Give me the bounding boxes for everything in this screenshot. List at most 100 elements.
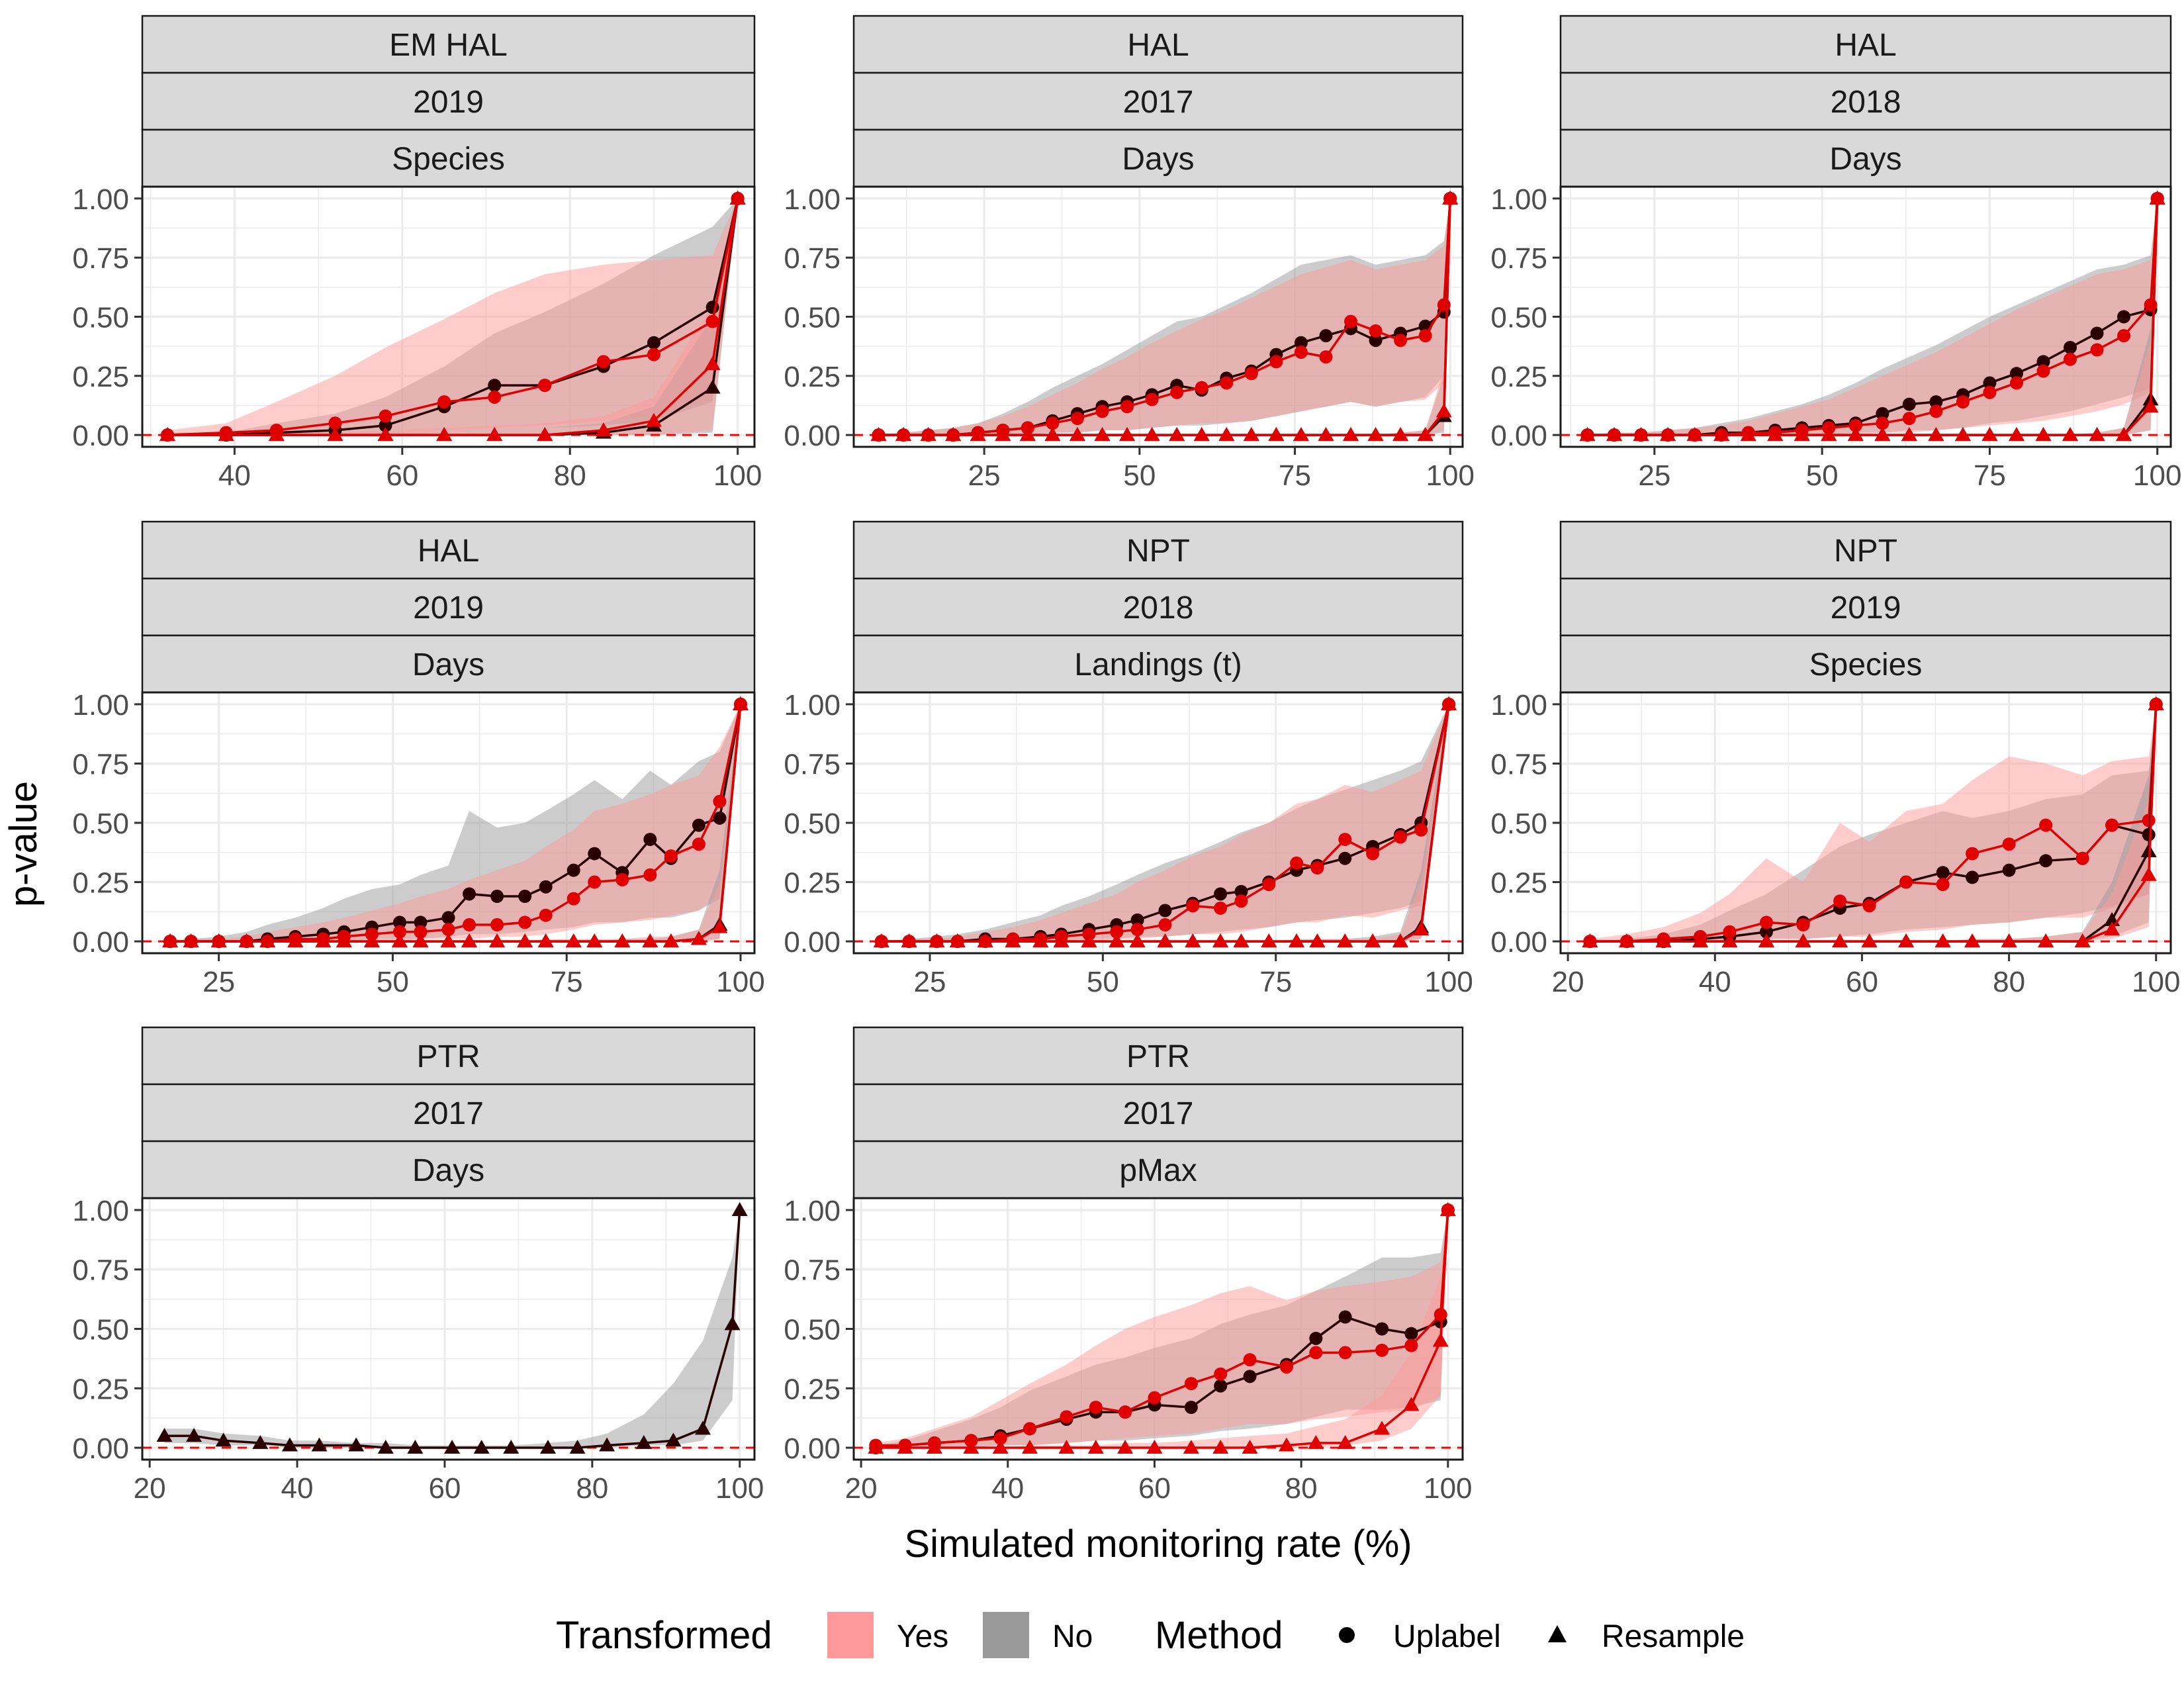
data-point-triangle	[1157, 933, 1173, 948]
data-point-triangle	[1278, 1437, 1295, 1452]
data-point-triangle	[486, 427, 503, 442]
data-point-triangle	[210, 933, 227, 948]
data-point-circle	[518, 915, 532, 929]
facet-strip-label: Species	[392, 142, 505, 177]
data-point-circle	[1234, 884, 1248, 898]
data-point-circle	[2117, 310, 2131, 324]
data-point-circle	[1089, 1401, 1103, 1414]
data-point-triangle	[489, 933, 506, 948]
data-point-circle	[705, 314, 719, 328]
data-point-triangle	[159, 427, 176, 442]
facet-strip	[1559, 577, 2172, 637]
data-point-circle	[1158, 904, 1172, 917]
y-tick-label: 1.00	[784, 1195, 841, 1227]
data-point-triangle	[870, 427, 887, 442]
data-point-triangle	[162, 933, 179, 948]
data-point-circle	[1170, 385, 1184, 399]
data-point-circle	[1110, 925, 1124, 939]
data-point-triangle	[704, 355, 721, 370]
data-point-circle	[1309, 1331, 1323, 1345]
data-point-circle	[490, 918, 504, 932]
y-tick-label: 0.25	[72, 1373, 129, 1405]
data-point-triangle	[690, 931, 707, 945]
data-point-circle	[1404, 1327, 1418, 1340]
data-point-triangle	[1934, 933, 1951, 948]
data-point-triangle	[327, 427, 343, 442]
x-tick-label: 20	[1552, 966, 1584, 998]
data-point-triangle	[1954, 427, 1971, 442]
data-point-triangle	[897, 1440, 913, 1454]
data-point-triangle	[2142, 399, 2159, 413]
data-point-triangle	[503, 1440, 520, 1454]
data-point-circle	[1046, 416, 1060, 430]
y-tick-label: 0.25	[784, 867, 841, 900]
facet-strip	[852, 520, 1464, 580]
data-point-triangle	[2116, 427, 2132, 442]
x-tick-label: 80	[1285, 1472, 1318, 1505]
data-point-triangle	[1964, 933, 1981, 948]
data-point-triangle	[569, 1440, 586, 1454]
data-point-triangle	[2008, 427, 2025, 442]
data-point-circle	[1833, 894, 1847, 908]
x-tick-label: 75	[1974, 459, 2006, 492]
data-point-triangle	[1767, 427, 1784, 442]
x-tick-label: 50	[1087, 966, 1119, 998]
x-tick-label: 100	[2132, 966, 2180, 998]
data-point-circle	[2009, 376, 2023, 390]
y-tick-label: 0.00	[72, 420, 129, 452]
facet-strip-label: Days	[1122, 142, 1194, 177]
data-point-triangle	[1374, 1421, 1390, 1435]
data-point-triangle	[377, 1440, 394, 1454]
data-point-triangle	[238, 933, 255, 948]
data-point-triangle	[1901, 427, 1917, 442]
x-tick-label: 40	[218, 459, 251, 492]
data-point-triangle	[1318, 427, 1334, 442]
data-point-circle	[1243, 1353, 1257, 1367]
data-point-circle	[463, 887, 477, 901]
data-point-triangle	[2038, 933, 2054, 948]
data-point-triangle	[1081, 933, 1097, 948]
data-point-circle	[518, 890, 532, 904]
data-point-circle	[1262, 878, 1276, 892]
data-point-triangle	[731, 1201, 748, 1216]
data-point-triangle	[412, 933, 429, 948]
data-point-circle	[692, 818, 705, 832]
data-point-triangle	[186, 1428, 203, 1442]
data-point-triangle	[614, 933, 631, 948]
x-tick-label: 25	[968, 459, 1001, 492]
data-point-triangle	[1582, 933, 1598, 948]
legend-label-yes: Yes	[897, 1619, 948, 1654]
facet-strip-label: 2018	[1123, 590, 1194, 626]
data-point-triangle	[645, 412, 662, 427]
data-point-triangle	[1212, 1440, 1229, 1454]
data-point-circle	[713, 811, 727, 825]
data-point-circle	[2105, 818, 2119, 832]
data-point-circle	[1404, 1338, 1418, 1352]
facet-strip	[852, 128, 1464, 188]
data-point-circle	[1148, 1391, 1161, 1405]
x-tick-label: 25	[203, 966, 235, 998]
facet-panel: HAL 2019 Days 0.00 0.25 0.50 0.75 1.00 25 50 75 100	[72, 520, 765, 998]
data-point-triangle	[694, 1421, 711, 1435]
data-point-circle	[643, 833, 657, 847]
facet-strip	[1559, 15, 2172, 74]
facet-strip-label: Days	[412, 1153, 484, 1188]
data-point-triangle	[1144, 427, 1160, 442]
data-point-triangle	[595, 422, 612, 436]
data-point-circle	[1929, 395, 1943, 409]
facet-strip	[852, 1083, 1464, 1143]
data-point-circle	[2090, 326, 2104, 340]
data-point-circle	[1433, 1307, 1447, 1321]
data-point-triangle	[1874, 427, 1891, 442]
confidence-band	[876, 1210, 1448, 1448]
y-tick-label: 0.00	[1490, 420, 1547, 452]
data-point-circle	[1234, 894, 1248, 908]
data-point-triangle	[517, 933, 533, 948]
y-tick-label: 1.00	[72, 1195, 129, 1227]
y-tick-label: 0.50	[784, 1314, 841, 1346]
y-tick-label: 0.50	[1490, 302, 1547, 334]
data-point-circle	[1876, 406, 1889, 420]
data-point-triangle	[1183, 1440, 1199, 1454]
data-point-triangle	[1795, 933, 1811, 948]
data-point-circle	[1214, 1379, 1228, 1393]
